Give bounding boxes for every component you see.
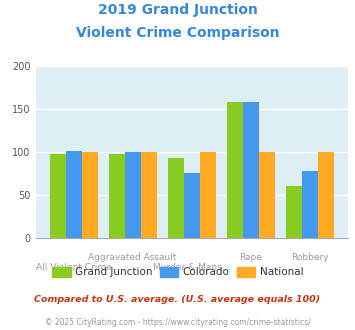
Bar bbox=[109, 153, 125, 238]
Bar bbox=[200, 152, 215, 238]
Legend: Grand Junction, Colorado, National: Grand Junction, Colorado, National bbox=[48, 263, 307, 281]
Bar bbox=[318, 152, 334, 238]
Bar bbox=[50, 153, 66, 238]
Bar bbox=[227, 102, 243, 238]
Bar bbox=[82, 152, 98, 238]
Text: Compared to U.S. average. (U.S. average equals 100): Compared to U.S. average. (U.S. average … bbox=[34, 295, 321, 304]
Bar bbox=[141, 152, 157, 238]
Text: Rape: Rape bbox=[239, 253, 262, 262]
Text: All Violent Crime: All Violent Crime bbox=[36, 263, 111, 272]
Bar bbox=[66, 151, 82, 238]
Bar bbox=[259, 152, 275, 238]
Bar bbox=[168, 158, 184, 238]
Text: Robbery: Robbery bbox=[291, 253, 329, 262]
Text: Murder & Mans...: Murder & Mans... bbox=[153, 263, 230, 272]
Text: Aggravated Assault: Aggravated Assault bbox=[88, 253, 177, 262]
Bar bbox=[302, 171, 318, 238]
Text: Violent Crime Comparison: Violent Crime Comparison bbox=[76, 26, 279, 40]
Text: 2019 Grand Junction: 2019 Grand Junction bbox=[98, 3, 257, 17]
Bar bbox=[125, 152, 141, 238]
Bar bbox=[286, 186, 302, 238]
Bar bbox=[184, 173, 200, 238]
Text: © 2025 CityRating.com - https://www.cityrating.com/crime-statistics/: © 2025 CityRating.com - https://www.city… bbox=[45, 318, 310, 327]
Bar bbox=[243, 102, 259, 238]
